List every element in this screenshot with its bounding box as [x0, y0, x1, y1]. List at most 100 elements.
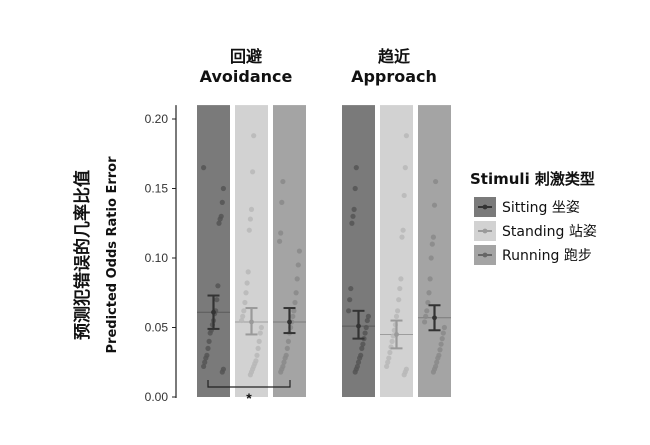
data-point	[403, 133, 409, 139]
data-point	[349, 220, 355, 226]
data-point	[365, 313, 371, 319]
y-axis-label-en: Predicted Odds Ratio Error	[105, 156, 120, 354]
data-point	[215, 283, 221, 289]
data-point	[429, 241, 435, 247]
data-point	[219, 369, 225, 375]
data-point	[245, 269, 251, 275]
panel-title-cn-avoidance: 回避	[230, 47, 262, 66]
data-point	[353, 165, 359, 171]
mean-point	[287, 319, 292, 325]
data-point	[206, 338, 212, 344]
data-point	[430, 369, 436, 375]
data-point	[423, 313, 429, 319]
data-point	[241, 308, 247, 314]
legend: Stimuli 刺激类型 Sitting 坐姿 Standing 站姿 Runnin…	[470, 170, 597, 265]
data-point	[428, 255, 434, 261]
data-point	[255, 345, 261, 351]
mean-point	[249, 319, 254, 325]
data-point	[243, 290, 249, 296]
legend-label: Sitting 坐姿	[502, 200, 580, 216]
data-point	[219, 199, 225, 205]
y-axis-label-cn: 预测犯错误的几率比值	[72, 170, 93, 340]
data-point	[424, 308, 430, 314]
y-axis: 0.00 0.05 0.10 0.15 0.20	[145, 105, 177, 404]
data-point	[396, 297, 402, 303]
data-point	[434, 359, 440, 365]
data-point	[389, 338, 395, 344]
legend-swatch-point	[482, 228, 488, 234]
data-point	[202, 359, 208, 365]
panel-title-en-avoidance: Avoidance	[200, 67, 293, 86]
data-point	[387, 349, 393, 356]
panel-title-cn-approach: 趋近	[378, 47, 410, 66]
significance-bracket: *	[207, 380, 291, 406]
data-point	[251, 133, 257, 139]
data-point	[435, 355, 441, 361]
mean-point	[394, 332, 399, 337]
significance-star: *	[246, 390, 252, 406]
data-point	[280, 178, 286, 185]
data-point	[201, 363, 207, 370]
y-tick-label: 0.05	[145, 321, 169, 335]
data-point	[294, 276, 300, 282]
data-point	[351, 206, 357, 212]
data-point	[296, 248, 302, 254]
data-point	[401, 192, 407, 199]
mean-point	[432, 315, 437, 321]
data-point	[363, 324, 369, 331]
data-point	[399, 234, 405, 240]
data-point	[427, 276, 433, 282]
data-point	[246, 227, 252, 233]
data-point	[207, 330, 213, 336]
data-point	[385, 359, 391, 365]
y-tick-label: 0.20	[145, 112, 169, 126]
data-point	[348, 285, 354, 292]
data-point	[425, 299, 431, 306]
data-point	[433, 178, 439, 185]
data-point	[250, 169, 256, 175]
mean-point	[211, 309, 216, 315]
data-point	[254, 352, 260, 358]
data-point	[292, 299, 298, 306]
data-point	[437, 347, 443, 353]
data-point	[384, 363, 390, 370]
data-point	[290, 313, 296, 319]
data-point	[239, 317, 245, 324]
data-point	[439, 336, 445, 342]
panel-title-en-approach: Approach	[351, 67, 437, 86]
data-point	[364, 317, 370, 324]
y-tick-label: 0.10	[145, 251, 169, 265]
data-point	[278, 369, 284, 375]
data-point	[359, 345, 365, 351]
data-point	[244, 280, 250, 286]
data-point	[285, 338, 291, 344]
data-point	[430, 234, 436, 240]
legend-swatch-point	[482, 204, 488, 210]
data-point	[360, 341, 366, 347]
data-point	[431, 202, 438, 208]
data-point	[293, 290, 299, 296]
legend-label: Standing 站姿	[502, 224, 597, 240]
data-point	[247, 216, 253, 222]
data-point	[357, 355, 363, 361]
data-point	[398, 276, 404, 282]
data-point	[242, 299, 248, 306]
data-point	[203, 355, 209, 361]
data-point	[438, 341, 444, 347]
data-point	[281, 359, 287, 365]
data-point	[352, 369, 358, 375]
data-point	[355, 359, 362, 365]
data-point	[347, 297, 353, 303]
legend-title: Stimuli 刺激类型	[470, 170, 595, 188]
data-point	[400, 227, 406, 233]
chart-marks	[197, 105, 451, 397]
data-point	[277, 238, 283, 244]
legend-label: Running 跑步	[502, 248, 592, 264]
data-point	[220, 185, 226, 192]
data-point	[291, 308, 297, 314]
data-point	[422, 319, 428, 325]
data-point	[393, 313, 400, 319]
data-point	[248, 206, 255, 212]
significance-bracket-line	[207, 380, 291, 388]
